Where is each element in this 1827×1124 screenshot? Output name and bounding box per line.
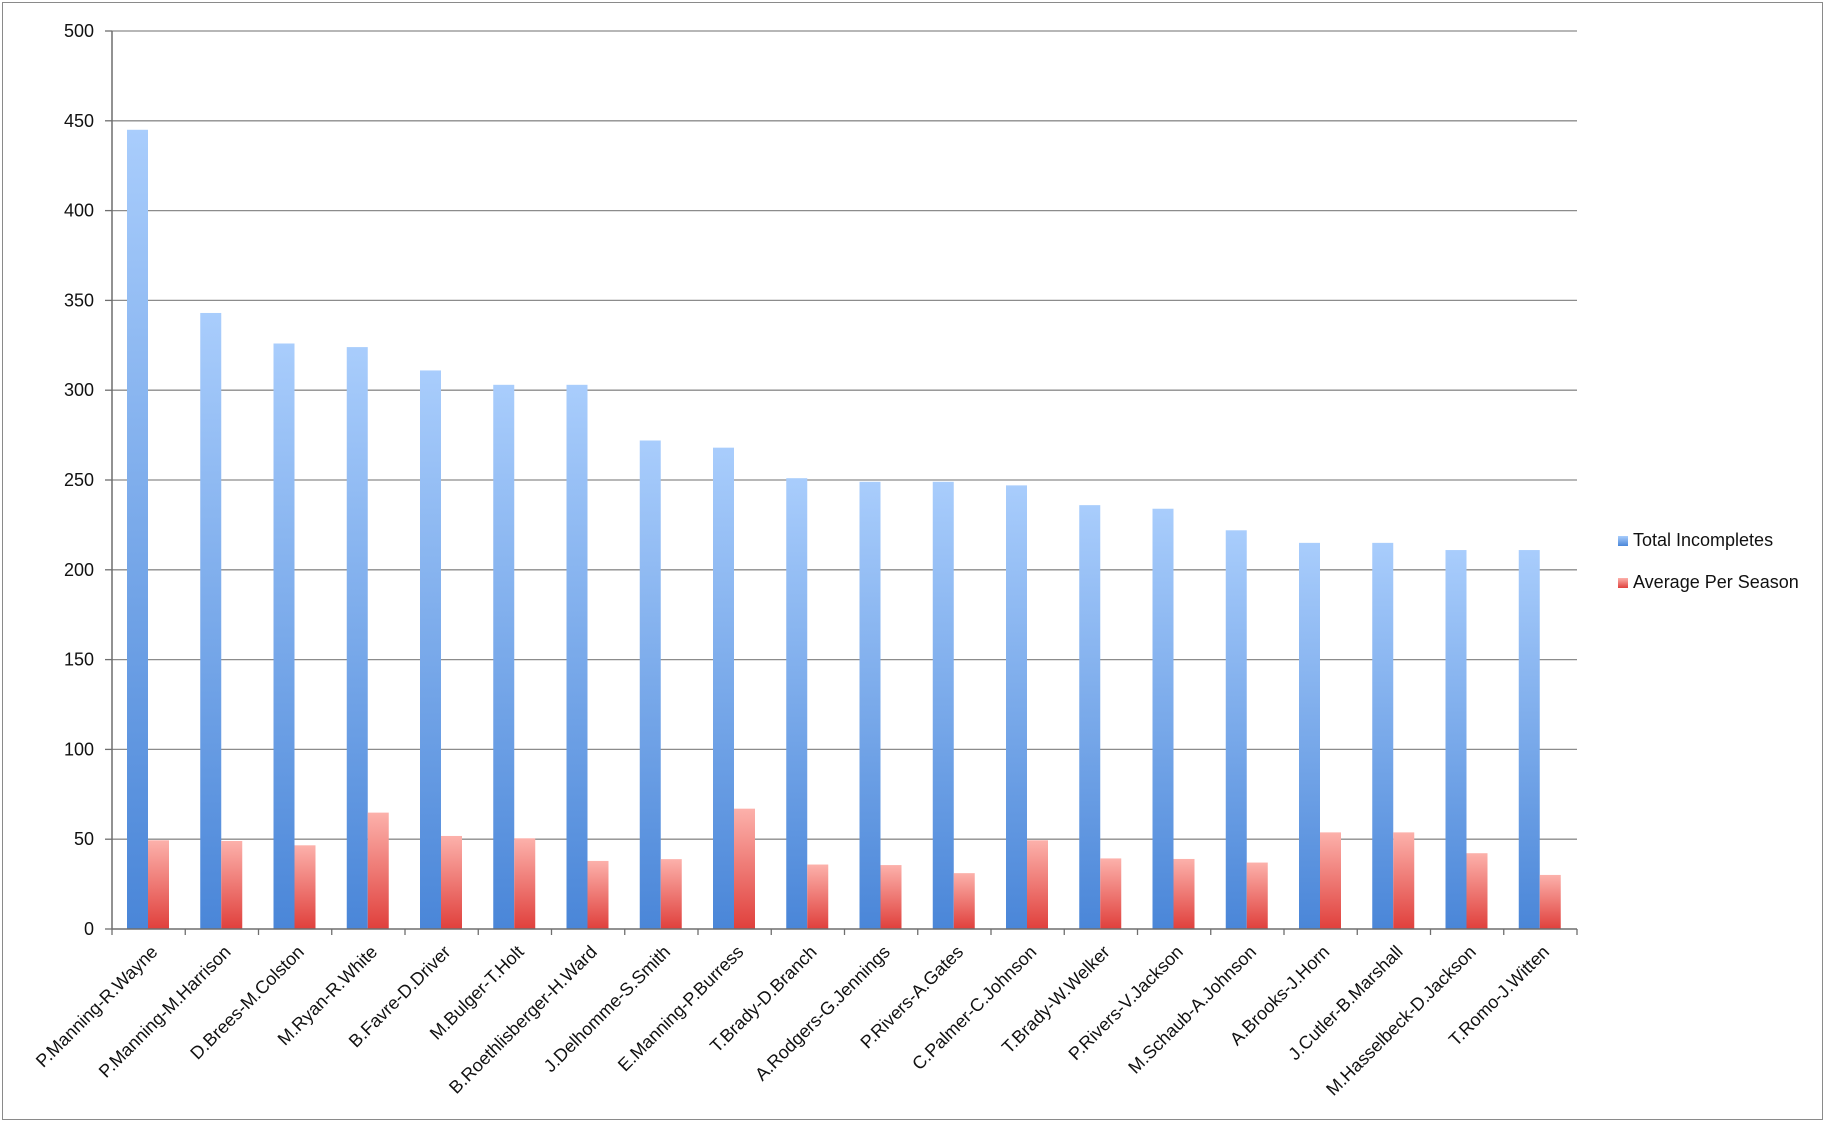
x-tick-label: P.Manning-R.Wayne xyxy=(32,942,161,1071)
bar-average-per-season-0 xyxy=(148,840,169,929)
gridlines xyxy=(112,30,1577,840)
bar-average-per-season-8 xyxy=(734,808,755,929)
bar-average-per-season-14 xyxy=(1173,858,1195,929)
bar-average-per-season-18 xyxy=(1466,853,1488,929)
bar-average-per-season-13 xyxy=(1100,858,1122,929)
legend-label-total-incompletes: Total Incompletes xyxy=(1633,530,1773,550)
bar-total-incompletes-3 xyxy=(346,347,368,929)
bar-total-incompletes-16 xyxy=(1299,542,1320,929)
x-tick-label: A.Rodgers-G.Jennings xyxy=(751,942,894,1085)
bar-average-per-season-16 xyxy=(1320,832,1341,929)
bar-total-incompletes-8 xyxy=(713,447,734,929)
bar-average-per-season-3 xyxy=(367,812,389,929)
legend-label-average-per-season: Average Per Season xyxy=(1633,572,1799,592)
bar-total-incompletes-5 xyxy=(493,384,515,929)
bar-average-per-season-11 xyxy=(953,873,975,929)
bar-total-incompletes-18 xyxy=(1445,550,1467,929)
x-tick-label: M.Schaub-A.Johnson xyxy=(1124,942,1260,1078)
y-tick-label: 50 xyxy=(74,829,94,849)
bar-total-incompletes-11 xyxy=(932,481,954,929)
legend-swatch-average-per-season xyxy=(1618,578,1628,588)
x-tick-label: B.Roethlisberger-H.Ward xyxy=(445,942,601,1098)
bar-total-incompletes-13 xyxy=(1079,505,1101,929)
bar-average-per-season-10 xyxy=(880,865,902,929)
y-tick-label: 350 xyxy=(64,290,94,310)
x-tick-label: J.Delhomme-S.Smith xyxy=(540,942,674,1076)
bar-average-per-season-2 xyxy=(294,845,316,929)
bar-total-incompletes-9 xyxy=(786,478,808,929)
bar-total-incompletes-10 xyxy=(859,481,881,929)
bar-total-incompletes-1 xyxy=(200,312,222,929)
bar-average-per-season-17 xyxy=(1393,832,1415,929)
y-tick-label: 0 xyxy=(84,919,94,939)
bar-total-incompletes-2 xyxy=(273,343,295,929)
y-tick-label: 300 xyxy=(64,380,94,400)
x-tick-label: E.Manning-P.Burress xyxy=(614,942,747,1075)
bar-total-incompletes-19 xyxy=(1518,550,1540,929)
bar-average-per-season-12 xyxy=(1027,840,1048,929)
legend-swatch-total-incompletes xyxy=(1618,536,1628,546)
bar-total-incompletes-15 xyxy=(1225,530,1247,929)
x-tick-label: P.Manning-M.Harrison xyxy=(95,942,235,1082)
bars xyxy=(127,129,1561,930)
bar-total-incompletes-14 xyxy=(1152,508,1174,929)
y-tick-label: 250 xyxy=(64,470,94,490)
bar-average-per-season-9 xyxy=(807,864,829,929)
y-tick-label: 200 xyxy=(64,560,94,580)
bar-average-per-season-4 xyxy=(441,835,462,929)
bar-average-per-season-15 xyxy=(1246,862,1268,929)
legend: Total Incompletes Average Per Season xyxy=(1618,530,1799,592)
bar-total-incompletes-0 xyxy=(127,129,148,929)
bar-total-incompletes-12 xyxy=(1006,485,1027,929)
bar-chart: 0 50 100 150 200 250 300 350 400 450 500 P.Manning… xyxy=(32,21,1799,1100)
x-tick-label: C.Palmer-C.Johnson xyxy=(908,942,1040,1074)
bar-total-incompletes-7 xyxy=(639,440,661,929)
bar-total-incompletes-17 xyxy=(1372,542,1394,929)
y-tick-label: 500 xyxy=(64,21,94,41)
bar-total-incompletes-6 xyxy=(566,384,588,929)
x-tick-label: M.Hasselbeck-D.Jackson xyxy=(1322,942,1480,1100)
x-tick-labels: P.Manning-R.WayneP.Manning-M.HarrisonD.B… xyxy=(32,942,1553,1100)
axes xyxy=(105,30,1578,935)
bar-average-per-season-7 xyxy=(660,859,682,929)
y-tick-label: 150 xyxy=(64,650,94,670)
bar-average-per-season-5 xyxy=(514,838,536,929)
y-tick-label: 100 xyxy=(64,739,94,759)
bar-average-per-season-19 xyxy=(1539,874,1561,929)
y-tick-label: 400 xyxy=(64,201,94,221)
bar-total-incompletes-4 xyxy=(420,370,441,930)
y-tick-labels: 0 50 100 150 200 250 300 350 400 450 500 xyxy=(64,21,94,939)
y-tick-label: 450 xyxy=(64,111,94,131)
bar-average-per-season-6 xyxy=(587,860,609,929)
bar-average-per-season-1 xyxy=(221,840,243,929)
